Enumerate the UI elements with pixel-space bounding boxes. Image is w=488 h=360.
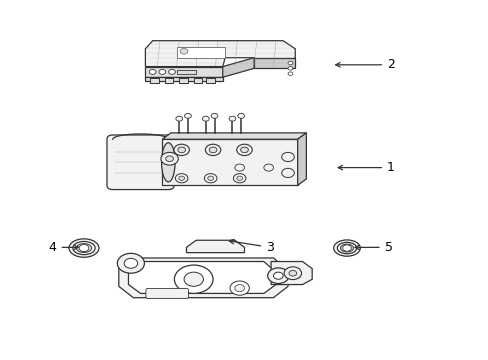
Circle shape [237,113,244,118]
FancyBboxPatch shape [164,78,173,82]
Polygon shape [297,133,306,185]
Circle shape [159,69,165,75]
Circle shape [174,144,189,156]
Text: 2: 2 [335,58,394,71]
Circle shape [204,174,217,183]
Polygon shape [270,261,311,284]
Circle shape [165,156,173,162]
Circle shape [240,147,248,153]
FancyBboxPatch shape [145,288,188,298]
Circle shape [174,265,213,293]
FancyBboxPatch shape [177,47,224,58]
Circle shape [273,272,283,279]
Ellipse shape [333,240,360,256]
Polygon shape [223,58,254,77]
Circle shape [287,72,292,76]
Circle shape [234,284,244,292]
Circle shape [281,168,294,177]
Circle shape [178,147,185,153]
Circle shape [183,272,203,286]
Circle shape [267,268,288,283]
FancyBboxPatch shape [205,78,214,82]
Circle shape [264,164,273,171]
Polygon shape [119,258,287,298]
Circle shape [175,174,187,183]
FancyBboxPatch shape [107,135,174,190]
Circle shape [205,144,221,156]
FancyBboxPatch shape [150,78,159,82]
FancyBboxPatch shape [193,78,202,82]
FancyBboxPatch shape [179,78,187,82]
Polygon shape [254,58,295,68]
Polygon shape [145,41,295,67]
Circle shape [180,49,187,54]
Circle shape [287,61,292,65]
Polygon shape [128,261,275,293]
Circle shape [342,245,350,251]
Circle shape [184,113,191,118]
Circle shape [124,258,138,268]
Text: 5: 5 [354,241,392,254]
Circle shape [288,270,296,276]
Circle shape [228,116,235,121]
Text: 3: 3 [229,239,274,254]
Ellipse shape [69,239,99,257]
Circle shape [211,113,218,118]
Polygon shape [162,133,306,139]
Circle shape [233,174,245,183]
FancyBboxPatch shape [177,70,196,74]
Circle shape [161,152,178,165]
Circle shape [149,69,156,75]
Circle shape [284,267,301,280]
Circle shape [229,281,249,295]
Circle shape [236,176,242,180]
Polygon shape [145,67,223,77]
Circle shape [79,244,89,252]
Circle shape [287,67,292,70]
Ellipse shape [340,244,353,252]
Circle shape [179,176,184,180]
Circle shape [209,147,217,153]
Circle shape [176,116,182,121]
Circle shape [234,164,244,171]
Ellipse shape [76,244,92,252]
Ellipse shape [73,242,95,255]
Polygon shape [145,77,223,81]
Text: 4: 4 [49,241,78,254]
Circle shape [281,152,294,162]
Circle shape [236,144,252,156]
Circle shape [168,69,175,75]
Ellipse shape [161,143,175,182]
Polygon shape [186,240,244,253]
FancyBboxPatch shape [162,139,297,185]
Circle shape [117,253,144,273]
Text: 1: 1 [337,161,394,174]
Circle shape [202,116,209,121]
Ellipse shape [337,242,356,254]
Circle shape [207,176,213,180]
